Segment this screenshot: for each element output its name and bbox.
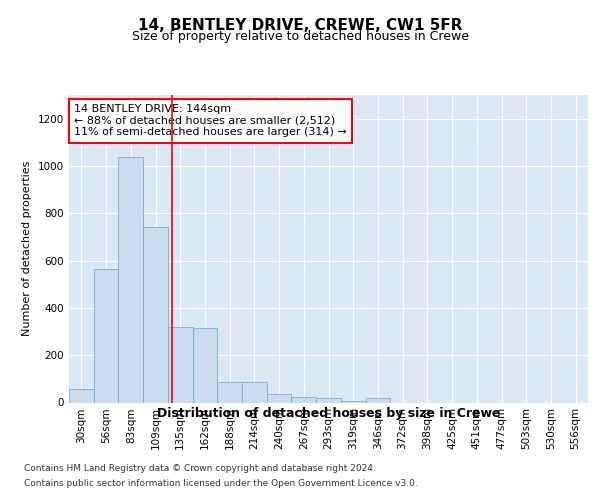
Bar — [69, 390, 94, 402]
Bar — [217, 382, 242, 402]
Bar — [143, 228, 168, 402]
Bar — [365, 398, 390, 402]
Bar — [267, 394, 292, 402]
Bar — [118, 156, 143, 402]
Bar — [94, 269, 118, 402]
Text: Contains public sector information licensed under the Open Government Licence v3: Contains public sector information licen… — [24, 479, 418, 488]
Bar — [292, 396, 316, 402]
Text: Distribution of detached houses by size in Crewe: Distribution of detached houses by size … — [157, 408, 500, 420]
Bar — [242, 382, 267, 402]
Text: Contains HM Land Registry data © Crown copyright and database right 2024.: Contains HM Land Registry data © Crown c… — [24, 464, 376, 473]
Bar — [168, 327, 193, 402]
Bar — [316, 398, 341, 402]
Y-axis label: Number of detached properties: Number of detached properties — [22, 161, 32, 336]
Text: 14 BENTLEY DRIVE: 144sqm
← 88% of detached houses are smaller (2,512)
11% of sem: 14 BENTLEY DRIVE: 144sqm ← 88% of detach… — [74, 104, 347, 138]
Bar — [193, 328, 217, 402]
Text: 14, BENTLEY DRIVE, CREWE, CW1 5FR: 14, BENTLEY DRIVE, CREWE, CW1 5FR — [138, 18, 462, 32]
Text: Size of property relative to detached houses in Crewe: Size of property relative to detached ho… — [131, 30, 469, 43]
